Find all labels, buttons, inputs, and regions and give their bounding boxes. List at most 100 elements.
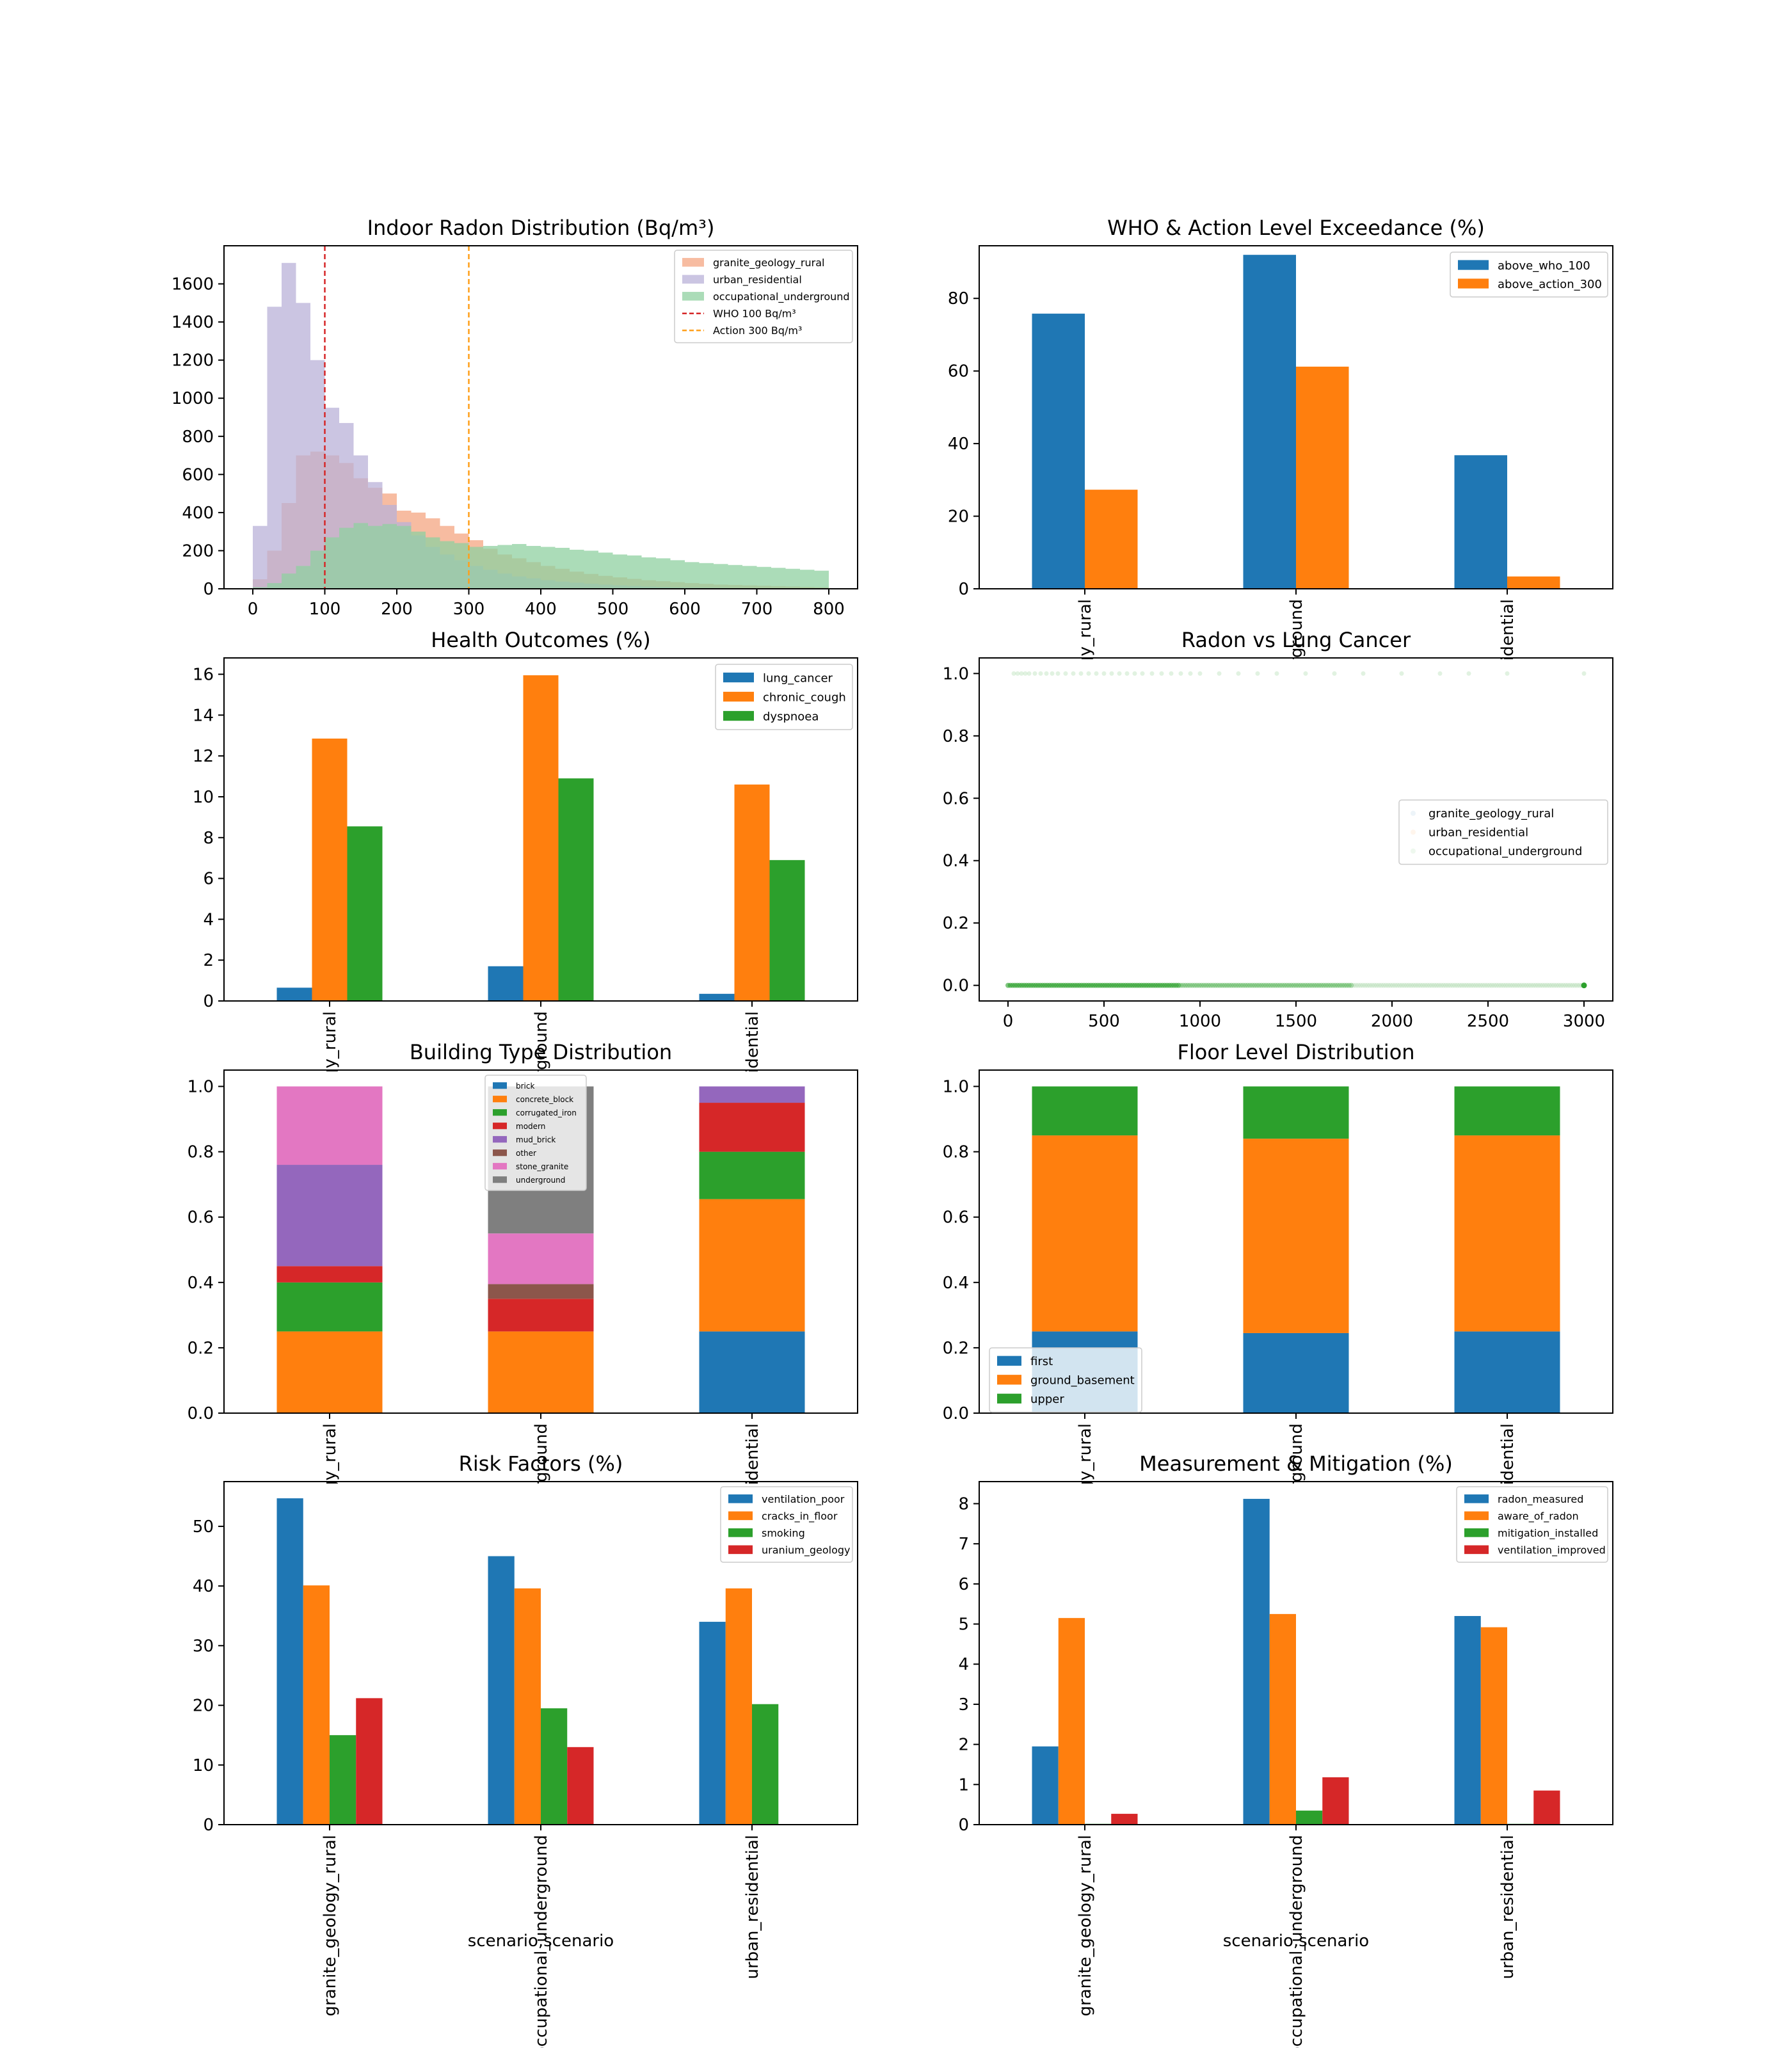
y-tick-label: 0.8 — [188, 1143, 214, 1162]
legend-label: stone_granite — [516, 1162, 568, 1171]
scatter-point — [1390, 982, 1396, 988]
legend-label: corrugated_iron — [516, 1108, 577, 1117]
y-tick-label: 2 — [958, 1736, 969, 1755]
y-tick-label: 40 — [193, 1577, 214, 1596]
scatter-point — [1452, 982, 1458, 988]
hist-bar — [541, 547, 556, 589]
scatter-point — [1409, 982, 1414, 988]
scatter-point — [1197, 671, 1203, 676]
scatter-point — [1553, 982, 1559, 988]
scatter-point — [1337, 982, 1343, 988]
scatter-point — [1190, 982, 1195, 988]
bar — [1032, 314, 1085, 589]
stack-segment — [276, 1331, 383, 1413]
stack-series-stone_granite — [276, 1086, 594, 1284]
stack-segment — [1032, 1135, 1138, 1332]
legend-swatch — [682, 292, 704, 301]
scatter-point — [1425, 982, 1430, 988]
scatter-point — [1399, 982, 1405, 988]
y-tick-label: 800 — [182, 428, 214, 447]
hist-bar — [296, 566, 310, 589]
scatter-point — [1302, 982, 1308, 988]
scatter-point — [1494, 982, 1500, 988]
hist-bar — [411, 531, 426, 589]
panel-building: Building Type Distribution 0.0 0.2 0.4 0.6 0.… — [188, 1040, 858, 1484]
scatter-point — [1357, 982, 1363, 988]
bar — [1480, 1627, 1507, 1825]
scatter-point — [1293, 982, 1299, 988]
scatter-point — [1332, 671, 1337, 676]
scatter-point — [1526, 982, 1532, 988]
legend-swatch — [1458, 260, 1489, 270]
scatter-point — [1386, 982, 1391, 988]
scatter-point — [1252, 982, 1258, 988]
scatter-point — [1341, 982, 1347, 988]
x-tick-label: 200 — [381, 600, 413, 619]
scatter-point — [1019, 671, 1024, 676]
scatter-point — [1461, 982, 1467, 988]
bar-series-lung_cancer — [276, 966, 735, 1001]
stack-segment — [699, 1151, 805, 1199]
scatter-point — [1309, 982, 1315, 988]
y-tick-label: 10 — [193, 1756, 214, 1775]
bar — [1243, 1498, 1270, 1825]
scatter-point — [1510, 982, 1516, 988]
scatter-point — [1429, 982, 1435, 988]
x-tick-label: 500 — [1088, 1012, 1120, 1031]
legend: granite_geology_rural urban_residentialoc… — [674, 250, 853, 344]
y-tick-label: 0.2 — [188, 1339, 214, 1358]
category-label: occupational_underground — [1287, 1835, 1306, 2048]
y-tick-label: 0 — [203, 580, 214, 599]
scatter-point — [1015, 671, 1020, 676]
legend-swatch — [997, 1356, 1021, 1366]
stack-segment — [699, 1103, 805, 1152]
y-tick-label: 0.4 — [943, 1274, 969, 1293]
hist-bar — [310, 360, 325, 589]
legend: brick concrete_block corrugated_ironmodern… — [484, 1075, 587, 1191]
scatter-point — [1140, 671, 1145, 676]
scatter-point — [1270, 982, 1276, 988]
scatter-point — [1263, 982, 1269, 988]
legend-box — [1398, 799, 1608, 865]
scatter-point — [1334, 982, 1340, 988]
scatter-point — [1188, 671, 1193, 676]
bar-series-chronic_cough — [312, 675, 770, 1001]
legend-box — [674, 250, 853, 344]
category-label: urban_residential — [1498, 1835, 1517, 1980]
bar — [1058, 1618, 1085, 1825]
bar — [567, 1747, 594, 1825]
scatter-point — [1437, 671, 1443, 676]
y-tick-label: 6 — [203, 870, 214, 889]
scatter-point — [1194, 982, 1200, 988]
stack-series-mud_brick — [276, 1086, 805, 1267]
hist-bar — [253, 587, 268, 589]
hist-bar — [728, 564, 742, 589]
stack-series-modern — [276, 1103, 805, 1332]
legend-marker-swatch — [1411, 810, 1416, 816]
scatter-point — [1169, 671, 1174, 676]
scatter-point — [1397, 982, 1402, 988]
scatter-point — [1457, 982, 1462, 988]
bar — [330, 1735, 356, 1825]
scatter-point — [1222, 982, 1228, 988]
legend: granite_geology_rural urban_residentialoc… — [1398, 799, 1608, 865]
scatter-point — [1489, 982, 1494, 988]
legend-swatch — [723, 672, 754, 683]
y-tick-label: 6 — [958, 1575, 969, 1594]
y-tick-label: 1.0 — [943, 664, 969, 684]
y-tick-label: 0.0 — [188, 1404, 214, 1423]
legend-swatch — [728, 1494, 753, 1503]
y-tick-label: 4 — [958, 1655, 969, 1674]
panel-hist: Indoor Radon Distribution (Bq/m³) 0 200 400… — [172, 216, 858, 619]
stack-series-other — [488, 1284, 594, 1299]
hist-bar — [670, 560, 685, 589]
legend-box — [989, 1347, 1142, 1413]
scatter-point — [1178, 671, 1183, 676]
scatter-point — [1236, 982, 1241, 988]
scatter-point — [1332, 982, 1338, 988]
hist-bar — [353, 523, 368, 589]
stack-segment — [276, 1282, 383, 1332]
scatter-point — [1542, 982, 1548, 988]
y-tick-label: 0 — [203, 1816, 214, 1835]
scatter-point — [1466, 671, 1471, 676]
